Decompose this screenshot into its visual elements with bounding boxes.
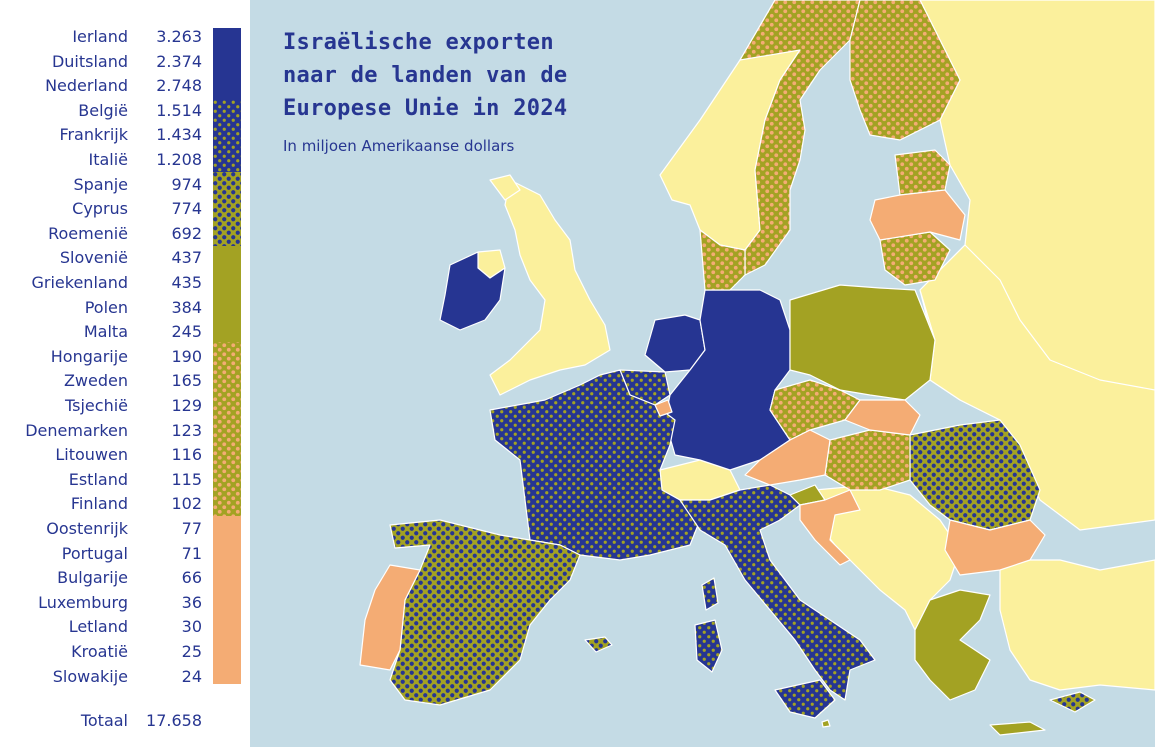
country-name: Malta xyxy=(83,322,128,342)
country-croatia xyxy=(799,489,861,566)
country-name: Slowakije xyxy=(52,666,128,686)
country-malta xyxy=(821,719,831,728)
country-cyprus xyxy=(1049,691,1096,713)
country-value: 1.208 xyxy=(156,150,202,169)
country-denmark xyxy=(699,229,746,291)
country-name: Oostenrijk xyxy=(46,519,128,538)
country-value: 1.434 xyxy=(156,125,202,145)
country-name: Bulgarije xyxy=(57,568,128,588)
country-name: Italië xyxy=(88,150,128,169)
country-slovakia xyxy=(844,399,921,436)
country-ireland xyxy=(439,251,506,331)
country-crete xyxy=(989,721,1046,736)
country-luxembourg xyxy=(654,399,673,417)
legend-tier-2 xyxy=(213,100,241,172)
country-value: 1.514 xyxy=(156,100,202,120)
legend-tier-5 xyxy=(213,342,241,516)
country-value: 974 xyxy=(171,174,202,194)
country-value: 24 xyxy=(181,666,202,686)
country-germany xyxy=(664,289,791,471)
country-name: Spanje xyxy=(73,174,128,194)
legend-table: Ierland 3.263 Duitsland 2.374 Nederland 2.748… xyxy=(0,0,250,747)
country-name: Kroatië xyxy=(71,642,128,661)
country-value: 123 xyxy=(171,420,202,440)
country-name: Polen xyxy=(84,297,128,317)
country-portugal xyxy=(359,564,421,671)
country-iceland-faroe xyxy=(489,174,521,201)
country-value: 116 xyxy=(171,445,202,465)
country-value: 2.374 xyxy=(156,51,202,71)
country-name: Nederland xyxy=(45,76,128,96)
country-value: 165 xyxy=(171,371,202,391)
country-name: Griekenland xyxy=(31,273,129,292)
country-name: Roemenië xyxy=(48,223,128,243)
country-value: 190 xyxy=(171,346,202,366)
country-value: 2.748 xyxy=(156,76,202,96)
legend-tier-3 xyxy=(213,172,241,246)
country-name: Frankrijk xyxy=(59,125,128,145)
country-name: Portugal xyxy=(61,543,128,563)
country-name: Cyprus xyxy=(72,199,128,219)
country-name: Duitsland xyxy=(51,51,128,71)
country-sicily xyxy=(774,679,836,719)
country-value: 692 xyxy=(171,223,202,243)
country-bulgaria xyxy=(944,519,1046,576)
country-value: 102 xyxy=(171,494,202,514)
country-name: Ierland xyxy=(72,27,128,46)
country-turkey xyxy=(999,559,1155,691)
country-greece xyxy=(914,589,991,701)
country-balearics xyxy=(584,636,613,653)
country-value: 25 xyxy=(181,642,202,661)
country-value: 3.263 xyxy=(156,27,202,46)
total-value: 17.658 xyxy=(146,711,202,730)
country-value: 245 xyxy=(171,322,202,342)
country-belarus-ukraine xyxy=(919,244,1155,531)
legend-tier-1 xyxy=(213,28,241,100)
country-name: Zweden xyxy=(63,371,128,391)
country-corsica xyxy=(701,577,719,611)
country-austria xyxy=(744,429,831,486)
country-value: 774 xyxy=(171,199,202,219)
legend-tier-4 xyxy=(213,246,241,342)
country-name: België xyxy=(78,100,128,120)
country-value: 115 xyxy=(171,469,202,489)
country-latvia xyxy=(869,189,966,241)
legend-color-bar xyxy=(213,28,241,684)
total-label: Totaal xyxy=(80,711,128,730)
country-value: 435 xyxy=(171,273,202,292)
country-value: 66 xyxy=(181,568,202,588)
country-uk xyxy=(489,179,611,396)
country-sardinia xyxy=(694,619,723,673)
map-subtitle: In miljoen Amerikaanse dollars xyxy=(283,137,515,155)
country-name: Tsjechië xyxy=(65,396,128,415)
country-estonia xyxy=(894,149,951,196)
country-value: 129 xyxy=(171,396,202,415)
country-value: 384 xyxy=(171,297,202,317)
map-title: Israëlische exporten naar de landen van … xyxy=(283,30,568,121)
country-value: 437 xyxy=(171,248,202,268)
country-name: Letland xyxy=(68,617,128,637)
country-value: 30 xyxy=(181,617,202,637)
legend-tier-6 xyxy=(213,516,241,684)
country-value: 77 xyxy=(181,519,202,538)
country-name: Hongarije xyxy=(50,346,128,366)
country-name: Luxemburg xyxy=(38,592,128,612)
country-name: Slovenië xyxy=(59,248,128,268)
country-name: Estland xyxy=(68,469,128,489)
country-value: 71 xyxy=(181,543,202,563)
country-italy xyxy=(679,484,876,701)
country-name: Denemarken xyxy=(25,420,128,440)
country-hungary xyxy=(824,429,911,491)
country-finland xyxy=(849,0,961,141)
country-name: Litouwen xyxy=(55,445,128,465)
country-name: Finland xyxy=(70,494,128,514)
legend-panel xyxy=(0,0,250,747)
country-value: 36 xyxy=(181,592,202,612)
